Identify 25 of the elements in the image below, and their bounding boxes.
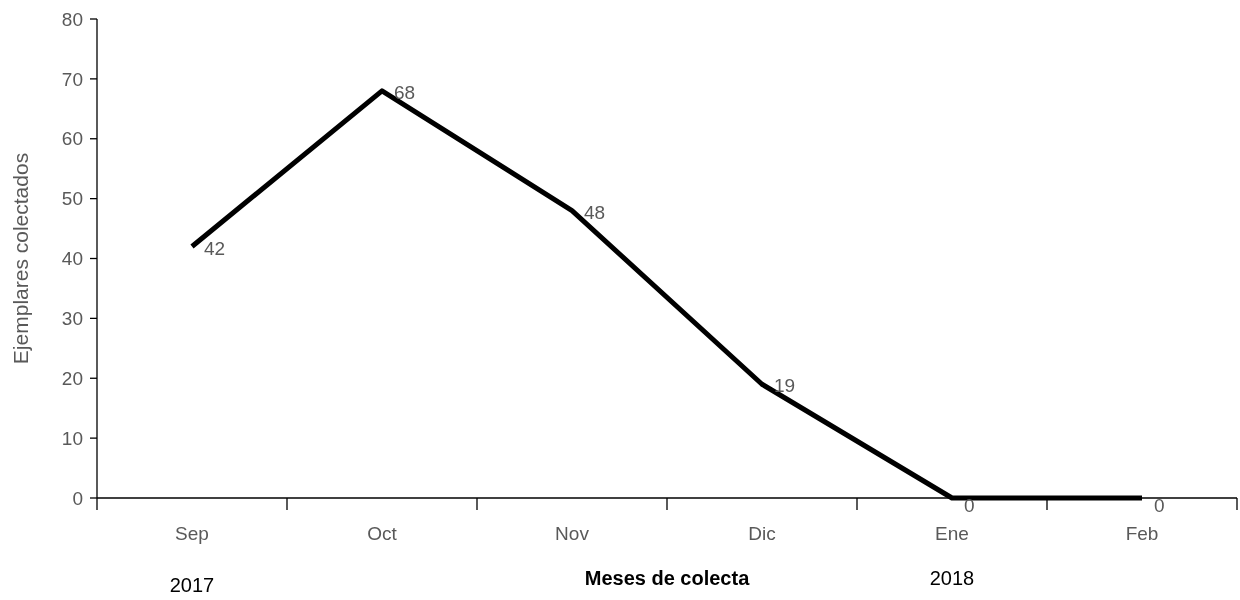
text: 2017 [169,574,215,596]
y-axis-title: Ejemplares colectados [9,152,32,365]
y-tick-label: 10 [61,427,83,449]
data-label: 48 [584,201,606,223]
data-label: 68 [394,81,416,103]
y-tick-label: 80 [61,8,83,30]
x-tick-label: Ene [935,523,969,544]
data-label: 19 [774,375,796,397]
y-tick-label: 20 [61,367,83,389]
data-label: 0 [964,495,975,516]
x-tick-label: Sep [175,523,209,544]
data-label: 42 [204,237,226,259]
x-tick-label: Dic [748,523,776,544]
x-tick-label: Oct [367,523,398,544]
y-tick-label: 30 [61,308,83,330]
x-tick-label: Feb [1125,523,1159,544]
y-tick-label: 40 [61,248,83,270]
data-label: 0 [1154,495,1165,516]
y-tick-label: 70 [61,68,83,90]
y-tick-label: 0 [72,487,83,509]
text: 2018 [929,567,975,589]
y-tick-label: 50 [61,188,83,210]
x-tick-label: Nov [555,523,590,544]
x-axis-title: Meses de colecta [584,567,751,589]
y-tick-label: 60 [61,128,83,150]
